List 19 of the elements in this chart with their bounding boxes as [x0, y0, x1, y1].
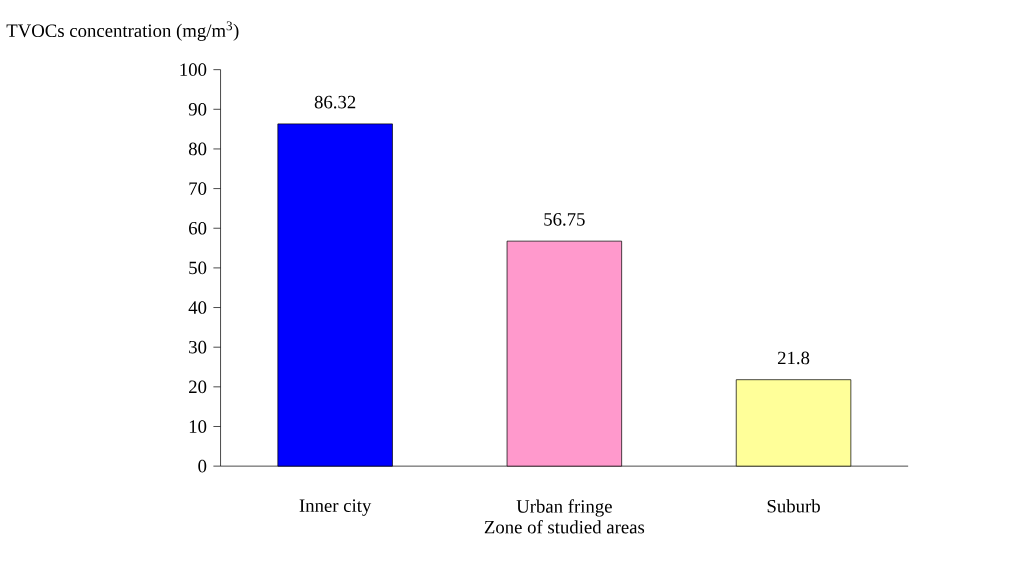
y-tick-label: 90: [188, 102, 207, 116]
y-tick-label: 100: [180, 63, 207, 76]
data-label: 21.8: [777, 351, 810, 365]
x-tick-label: Suburb: [767, 499, 820, 513]
y-tick-label: 70: [189, 182, 207, 195]
data-label: 56.75: [544, 212, 585, 226]
x-tick-label: Inner city: [299, 499, 372, 516]
y-tick-label: 20: [189, 380, 207, 393]
y-tick-label: 40: [188, 300, 207, 314]
x-tick-label: Urban fringe: [516, 499, 612, 517]
x-axis-title: Zone of studied areas: [484, 519, 645, 534]
y-tick-label: 0: [198, 459, 207, 473]
y-tick-label: 60: [189, 221, 207, 235]
y-tick-label: 80: [188, 142, 207, 156]
data-label: 86.32: [314, 95, 356, 109]
y-tick-label: 50: [189, 261, 207, 274]
y-tick-label: 10: [189, 419, 207, 433]
y-tick-label: 30: [189, 340, 207, 354]
y-axis-title: TVOCs concentration (mg/m$^{3}$): [6, 21, 239, 41]
